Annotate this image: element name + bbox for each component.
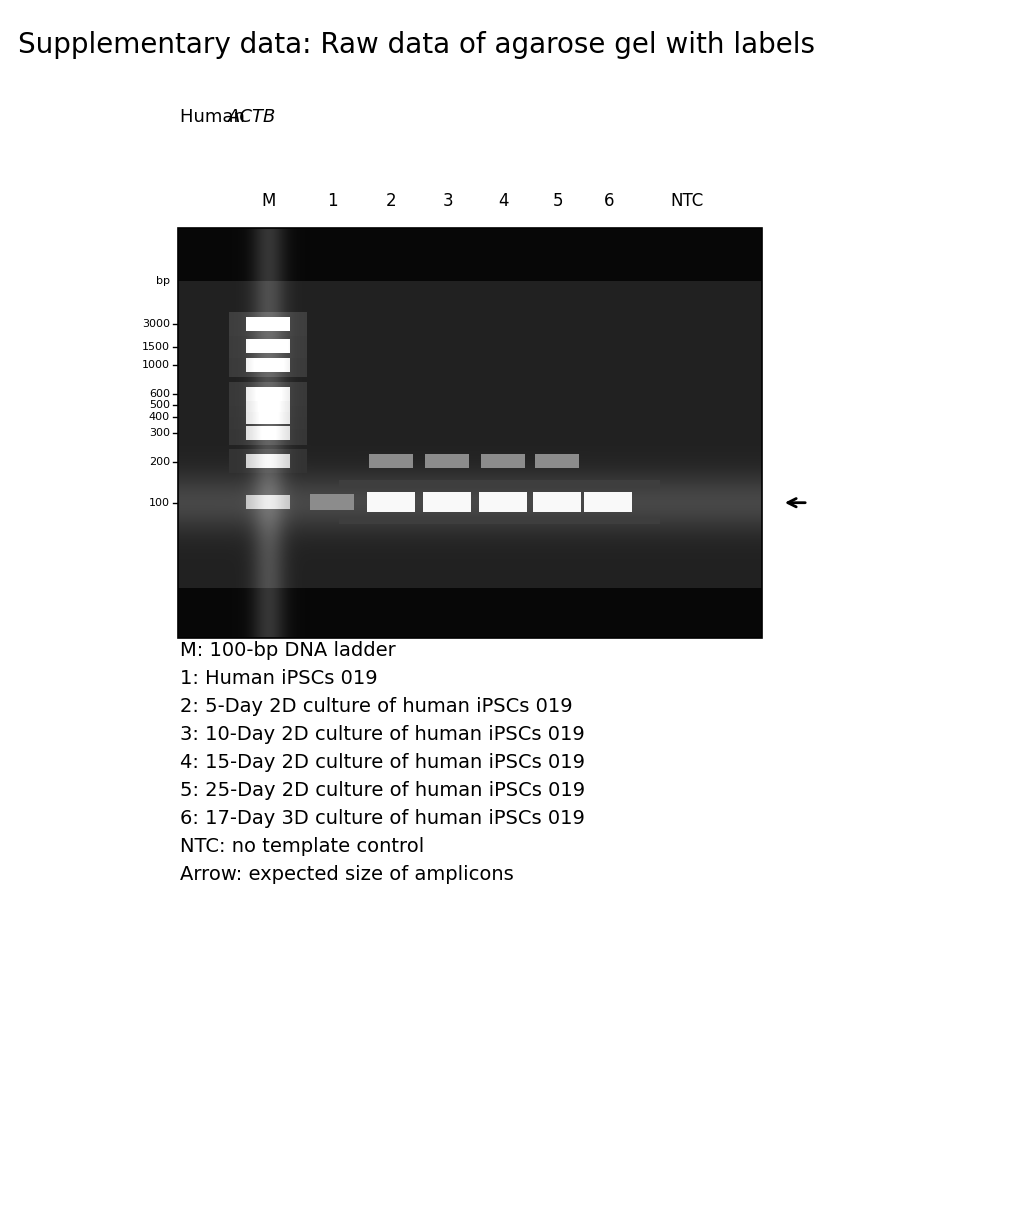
Text: 500: 500: [150, 400, 170, 410]
Text: 6: 6: [604, 192, 614, 210]
Text: 200: 200: [148, 457, 170, 467]
Text: 6: 17-Day 3D culture of human iPSCs 019: 6: 17-Day 3D culture of human iPSCs 019: [180, 809, 585, 828]
Text: 5: 5: [552, 192, 563, 210]
Text: 4: 15-Day 2D culture of human iPSCs 019: 4: 15-Day 2D culture of human iPSCs 019: [180, 753, 585, 772]
Text: M: M: [261, 192, 275, 210]
Text: 600: 600: [150, 389, 170, 399]
Text: Human: Human: [180, 108, 251, 126]
Text: 5: 25-Day 2D culture of human iPSCs 019: 5: 25-Day 2D culture of human iPSCs 019: [180, 781, 585, 800]
Text: bp: bp: [156, 276, 170, 286]
Text: NTC: NTC: [671, 192, 703, 210]
Text: 100: 100: [150, 497, 170, 508]
Text: ACTB: ACTB: [228, 108, 276, 126]
Text: 2: 5-Day 2D culture of human iPSCs 019: 2: 5-Day 2D culture of human iPSCs 019: [180, 697, 572, 716]
Text: 2: 2: [386, 192, 396, 210]
Text: 400: 400: [148, 412, 170, 422]
Text: 4: 4: [499, 192, 509, 210]
Text: 1000: 1000: [142, 360, 170, 371]
Text: 1: 1: [328, 192, 338, 210]
Text: M: 100-bp DNA ladder: M: 100-bp DNA ladder: [180, 641, 395, 660]
Text: 1500: 1500: [142, 342, 170, 351]
Text: Arrow: expected size of amplicons: Arrow: expected size of amplicons: [180, 865, 514, 884]
Text: 3000: 3000: [142, 320, 170, 330]
Text: 1: Human iPSCs 019: 1: Human iPSCs 019: [180, 669, 378, 688]
Text: 3: 10-Day 2D culture of human iPSCs 019: 3: 10-Day 2D culture of human iPSCs 019: [180, 725, 585, 744]
Text: 3: 3: [442, 192, 454, 210]
Text: NTC: no template control: NTC: no template control: [180, 837, 424, 856]
Text: 300: 300: [150, 428, 170, 438]
Text: Supplementary data: Raw data of agarose gel with labels: Supplementary data: Raw data of agarose …: [18, 30, 815, 60]
